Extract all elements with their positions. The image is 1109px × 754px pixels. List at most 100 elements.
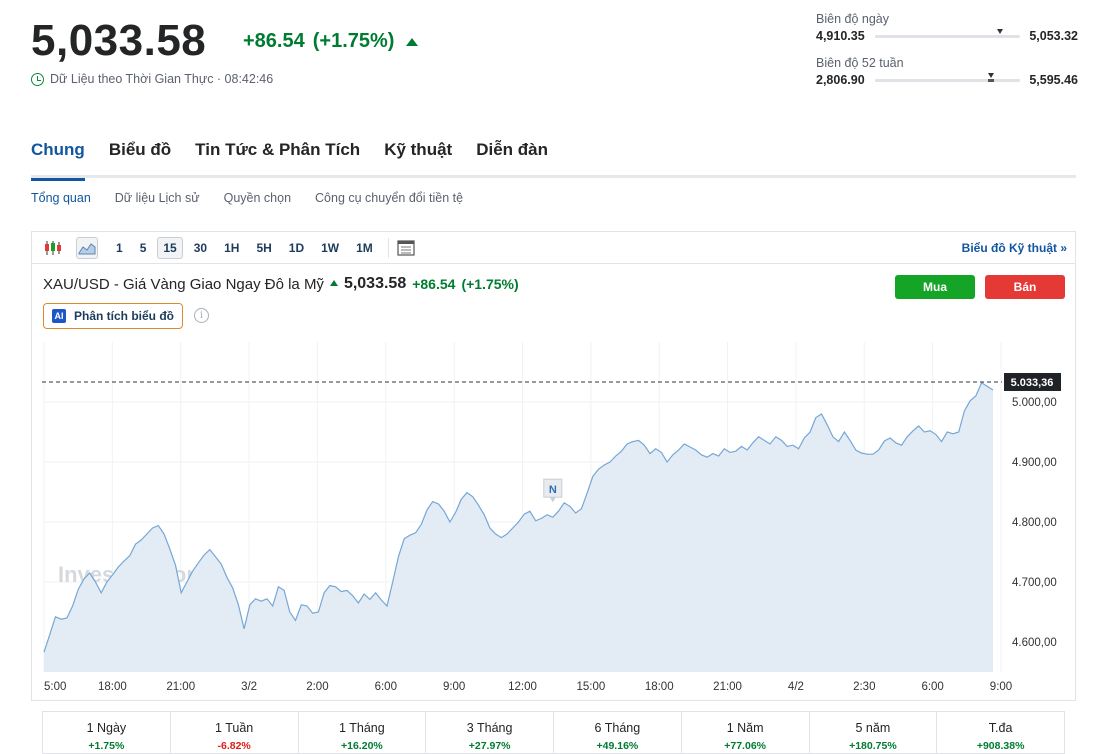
calendar-icon[interactable] <box>395 237 417 259</box>
x-tick-label: 2:30 <box>853 681 875 693</box>
instrument-change-percent: (+1.75%) <box>461 276 519 292</box>
x-tick-label: 12:00 <box>508 681 537 693</box>
last-price-label: 5.033,36 <box>1011 377 1054 389</box>
period-label: 3 Tháng <box>466 721 513 735</box>
x-tick-label: 21:00 <box>713 681 742 693</box>
sell-button[interactable]: Bán <box>985 275 1065 299</box>
chart-widget: 1 5 15 30 1H 5H 1D 1W 1M Biểu đồ Kỹ thuật » XAU/… <box>31 231 1076 701</box>
buy-button[interactable]: Mua <box>895 275 975 299</box>
y-tick-label: 4.600,00 <box>1012 637 1057 649</box>
period-cell[interactable]: 1 Tuần -6.82% <box>171 712 299 753</box>
news-marker-pointer <box>549 497 556 503</box>
period-label: 1 Tháng <box>339 721 385 735</box>
period-cell[interactable]: 5 năm +180.75% <box>810 712 938 753</box>
week52-range-high: 5,595.46 <box>1029 73 1078 87</box>
period-value: +908.38% <box>976 740 1025 752</box>
week52-range-label: Biên độ 52 tuần <box>816 56 904 70</box>
period-value: +16.20% <box>341 740 383 752</box>
ai-chart-analysis-label: Phân tích biểu đồ <box>74 309 175 323</box>
subtab-options[interactable]: Quyền chọn <box>223 191 292 205</box>
period-cell[interactable]: T.đa +908.38% <box>937 712 1064 753</box>
instrument-last: 5,033.58 <box>343 275 407 292</box>
period-value: +1.75% <box>88 740 125 752</box>
period-cell[interactable]: 1 Tháng +16.20% <box>299 712 427 753</box>
x-tick-label: 9:00 <box>443 681 465 693</box>
subtab-currency-converter[interactable]: Công cụ chuyển đổi tiền tệ <box>315 191 464 205</box>
x-tick-label: 4/2 <box>788 681 804 693</box>
period-value: +49.16% <box>596 740 639 752</box>
interval-5h[interactable]: 5H <box>256 240 272 255</box>
tab-chart[interactable]: Biểu đồ <box>108 140 172 159</box>
interval-30[interactable]: 30 <box>193 240 208 255</box>
ai-icon: AI <box>52 309 66 323</box>
period-label: 1 Ngày <box>86 721 127 735</box>
period-label: 5 năm <box>855 721 891 735</box>
up-arrow-icon <box>406 37 419 46</box>
tab-technical[interactable]: Kỹ thuật <box>384 140 453 159</box>
realtime-label: Dữ Liệu theo Thời Gian Thực · 08:42:46 <box>50 72 274 86</box>
day-range-marker-icon <box>996 28 1003 34</box>
performance-periods: 1 Ngày +1.75% 1 Tuần -6.82% 1 Tháng +16.20% 3 … <box>42 711 1065 754</box>
price-change: +86.54 (+1.75%) <box>243 30 419 53</box>
subtab-historical-data[interactable]: Dữ liệu Lịch sử <box>114 191 200 205</box>
instrument-header: XAU/USD - Giá Vàng Giao Ngay Đô la Mỹ 5,… <box>43 275 519 293</box>
period-value: +77.06% <box>724 740 766 752</box>
area-chart-icon[interactable] <box>76 236 98 259</box>
chart-toolbar: 1 5 15 30 1H 5H 1D 1W 1M Biểu đồ Kỹ thuật » <box>32 232 1075 264</box>
y-tick-label: 5.000,00 <box>1012 397 1057 409</box>
x-tick-label: 6:00 <box>375 681 397 693</box>
interval-1[interactable]: 1 <box>116 240 123 255</box>
period-cell[interactable]: 1 Ngày +1.75% <box>43 712 171 753</box>
last-price-tag <box>1004 372 1061 391</box>
y-tick-label: 4.800,00 <box>1012 517 1057 529</box>
main-tabs: Chung Biểu đồ Tin Tức & Phân Tích Kỹ thu… <box>31 140 1076 181</box>
info-icon[interactable]: i <box>194 308 209 323</box>
tab-news-analysis[interactable]: Tin Tức & Phân Tích <box>195 140 361 159</box>
sub-tabs: Tổng quan Dữ liệu Lịch sử Quyền chọn Côn… <box>31 191 463 205</box>
interval-5[interactable]: 5 <box>139 240 147 255</box>
day-range: Biên độ ngày 4,910.35 5,053.32 <box>816 12 1078 43</box>
period-label: 6 Tháng <box>594 721 641 735</box>
period-cell[interactable]: 3 Tháng +27.97% <box>426 712 554 753</box>
price-chart[interactable]: Investing.com5.033,36N4.600,004.700,004.… <box>32 332 1075 697</box>
tab-overview[interactable]: Chung <box>31 140 85 181</box>
interval-15[interactable]: 15 <box>157 236 183 259</box>
interval-1m[interactable]: 1M <box>356 240 373 255</box>
tab-forum[interactable]: Diễn đàn <box>476 140 548 159</box>
x-tick-label: 18:00 <box>98 681 127 693</box>
period-cell[interactable]: 6 Tháng +49.16% <box>554 712 682 753</box>
candlestick-icon[interactable] <box>42 237 64 259</box>
x-tick-label: 3/2 <box>241 681 257 693</box>
price-area <box>44 382 993 672</box>
period-value: +27.97% <box>468 740 511 752</box>
interval-1d[interactable]: 1D <box>288 240 305 255</box>
week52-range-low: 2,806.90 <box>816 73 865 87</box>
day-range-bar <box>874 28 1021 38</box>
period-label: 1 Tuần <box>215 721 254 735</box>
week52-range-fill <box>988 78 995 82</box>
ai-chart-analysis-button[interactable]: AI Phân tích biểu đồ <box>43 303 184 329</box>
period-value: +180.75% <box>849 740 897 752</box>
x-tick-label: 18:00 <box>645 681 674 693</box>
clock-icon <box>31 72 44 86</box>
week52-range: Biên độ 52 tuần 2,806.90 5,595.46 <box>816 56 1078 87</box>
week52-range-bar <box>874 72 1021 82</box>
news-marker-label: N <box>549 484 557 496</box>
subtab-summary[interactable]: Tổng quan <box>31 191 91 205</box>
x-tick-label: 21:00 <box>166 681 195 693</box>
price-change-value: +86.54 <box>243 30 305 52</box>
interval-1h[interactable]: 1H <box>224 240 240 255</box>
x-tick-label: 9:00 <box>990 681 1012 693</box>
x-tick-label: 2:00 <box>306 681 328 693</box>
period-cell[interactable]: 1 Năm +77.06% <box>682 712 810 753</box>
price-change-percent: (+1.75%) <box>312 30 395 52</box>
period-label: 1 Năm <box>726 721 764 735</box>
x-tick-label: 15:00 <box>576 681 605 693</box>
interval-1w[interactable]: 1W <box>321 240 340 255</box>
instrument-name: XAU/USD - Giá Vàng Giao Ngay Đô la Mỹ <box>43 275 324 293</box>
instrument-change: +86.54 <box>412 276 456 292</box>
x-tick-label: 6:00 <box>921 681 943 693</box>
day-range-high: 5,053.32 <box>1029 29 1078 43</box>
day-range-low: 4,910.35 <box>816 29 865 43</box>
technical-chart-link[interactable]: Biểu đồ Kỹ thuật » <box>961 240 1067 255</box>
